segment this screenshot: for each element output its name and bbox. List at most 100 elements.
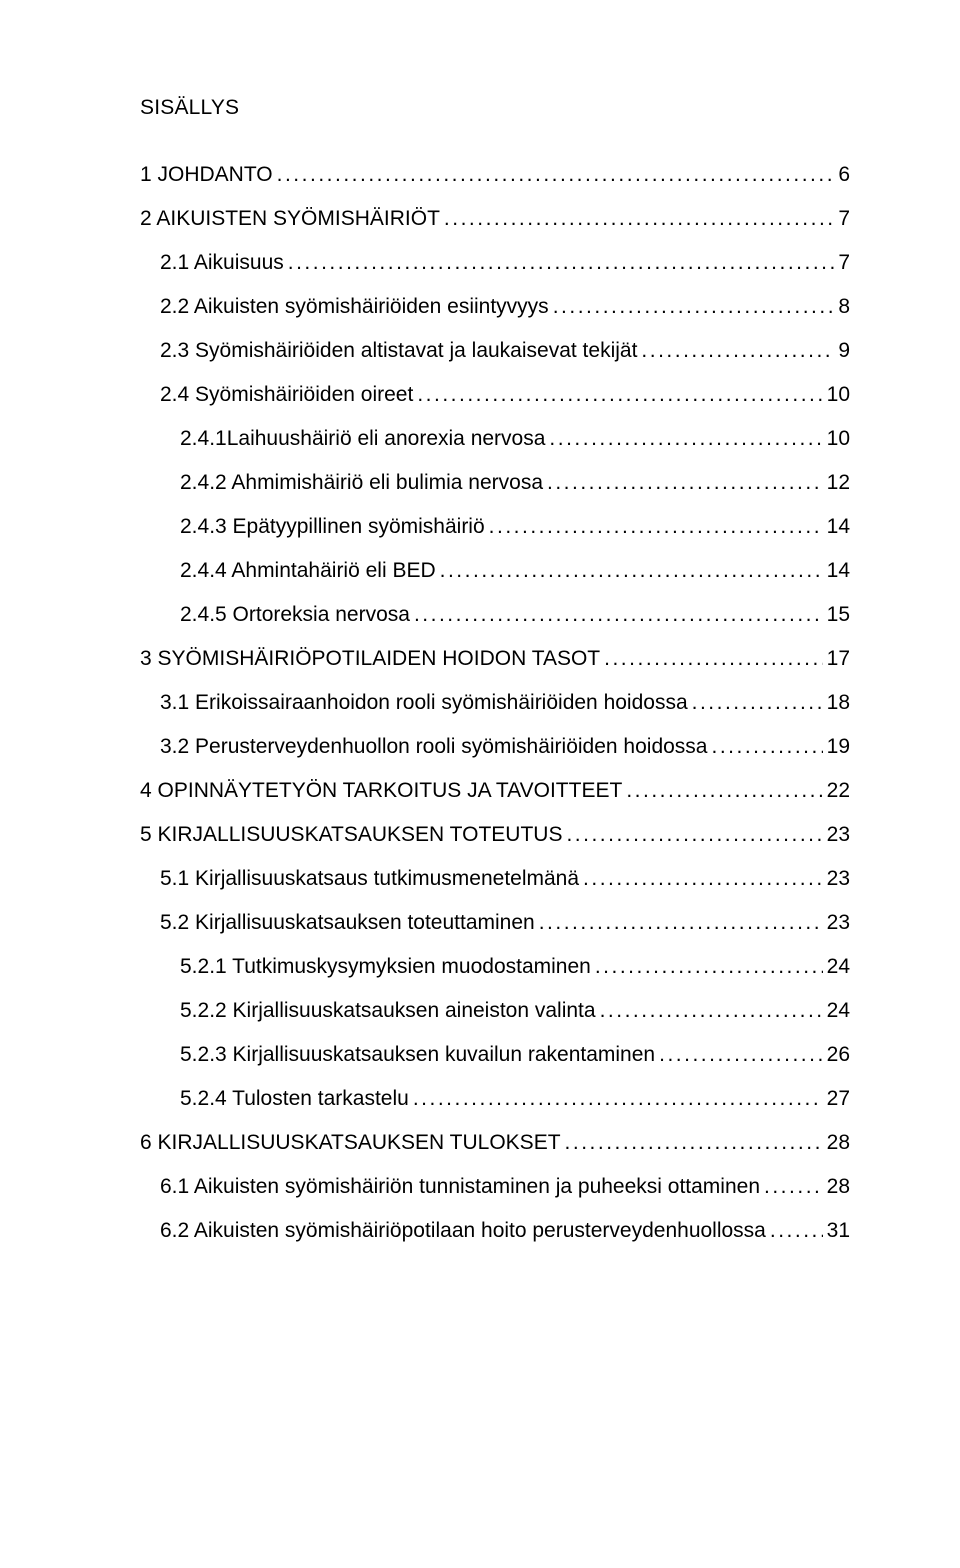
toc-entry: 5.1 Kirjallisuuskatsaus tutkimusmenetelm… bbox=[140, 868, 850, 889]
toc-entry-label: 5.2.1 Tutkimuskysymyksien muodostaminen bbox=[180, 956, 591, 977]
toc-leader-dots bbox=[604, 648, 823, 669]
toc-entry: 2.4.2 Ahmimishäiriö eli bulimia nervosa 1… bbox=[140, 472, 850, 493]
toc-entry: 2.4.1Laihuushäiriö eli anorexia nervosa 1… bbox=[140, 428, 850, 449]
toc-entry-label: 5.1 Kirjallisuuskatsaus tutkimusmenetelm… bbox=[160, 868, 579, 889]
toc-entry-label: 2.4.1Laihuushäiriö eli anorexia nervosa bbox=[180, 428, 545, 449]
toc-entry-page: 26 bbox=[827, 1044, 850, 1065]
toc-leader-dots bbox=[692, 692, 823, 713]
toc-leader-dots bbox=[440, 560, 823, 581]
toc-entry: 2.4.5 Ortoreksia nervosa 15 bbox=[140, 604, 850, 625]
toc-entry-label: 5.2 Kirjallisuuskatsauksen toteuttaminen bbox=[160, 912, 535, 933]
toc-entry-page: 6 bbox=[838, 164, 850, 185]
toc-leader-dots bbox=[626, 780, 822, 801]
toc-entry: 2.4.3 Epätyypillinen syömishäiriö 14 bbox=[140, 516, 850, 537]
toc-leader-dots bbox=[277, 164, 835, 185]
toc-entry-page: 10 bbox=[827, 384, 850, 405]
toc-entry-page: 12 bbox=[827, 472, 850, 493]
toc-entry-label: 5.2.3 Kirjallisuuskatsauksen kuvailun ra… bbox=[180, 1044, 655, 1065]
toc-leader-dots bbox=[553, 296, 835, 317]
toc-entry-page: 24 bbox=[827, 956, 850, 977]
toc-leader-dots bbox=[539, 912, 823, 933]
toc-entry: 1 JOHDANTO 6 bbox=[140, 164, 850, 185]
toc-entry-label: 5.2.2 Kirjallisuuskatsauksen aineiston v… bbox=[180, 1000, 596, 1021]
toc-leader-dots bbox=[764, 1176, 823, 1197]
toc-entry-page: 19 bbox=[827, 736, 850, 757]
toc-title: SISÄLLYS bbox=[140, 96, 850, 120]
toc-entry-page: 14 bbox=[827, 560, 850, 581]
toc-entry-page: 8 bbox=[838, 296, 850, 317]
toc-leader-dots bbox=[641, 340, 834, 361]
toc-leader-dots bbox=[659, 1044, 823, 1065]
toc-entry-label: 2.4.3 Epätyypillinen syömishäiriö bbox=[180, 516, 485, 537]
toc-leader-dots bbox=[565, 1132, 823, 1153]
toc-entry-page: 28 bbox=[827, 1132, 850, 1153]
toc-entry-page: 17 bbox=[827, 648, 850, 669]
toc-leader-dots bbox=[444, 208, 834, 229]
toc-entry-label: 2 AIKUISTEN SYÖMISHÄIRIÖT bbox=[140, 208, 440, 229]
toc-entry-page: 10 bbox=[827, 428, 850, 449]
toc-entry-page: 18 bbox=[827, 692, 850, 713]
toc-entry: 3.1 Erikoissairaanhoidon rooli syömishäi… bbox=[140, 692, 850, 713]
toc-entry-label: 2.4.5 Ortoreksia nervosa bbox=[180, 604, 410, 625]
toc-entry-page: 23 bbox=[827, 912, 850, 933]
toc-entry-page: 27 bbox=[827, 1088, 850, 1109]
toc-entry: 5.2.4 Tulosten tarkastelu 27 bbox=[140, 1088, 850, 1109]
toc-leader-dots bbox=[547, 472, 823, 493]
toc-leader-dots bbox=[489, 516, 823, 537]
toc-entry: 6 KIRJALLISUUSKATSAUKSEN TULOKSET 28 bbox=[140, 1132, 850, 1153]
toc-entry: 4 OPINNÄYTETYÖN TARKOITUS JA TAVOITTEET2… bbox=[140, 780, 850, 801]
toc-entry-label: 3.1 Erikoissairaanhoidon rooli syömishäi… bbox=[160, 692, 688, 713]
toc-entry-page: 23 bbox=[827, 868, 850, 889]
toc-leader-dots bbox=[712, 736, 823, 757]
toc-entry: 5.2.3 Kirjallisuuskatsauksen kuvailun ra… bbox=[140, 1044, 850, 1065]
toc-entry-label: 2.1 Aikuisuus bbox=[160, 252, 284, 273]
toc-entry-page: 9 bbox=[838, 340, 850, 361]
toc-entry-label: 5.2.4 Tulosten tarkastelu bbox=[180, 1088, 409, 1109]
toc-entry-page: 23 bbox=[827, 824, 850, 845]
toc-leader-dots bbox=[583, 868, 823, 889]
toc-leader-dots bbox=[417, 384, 822, 405]
toc-entry-page: 14 bbox=[827, 516, 850, 537]
toc-entry: 5 KIRJALLISUUSKATSAUKSEN TOTEUTUS 23 bbox=[140, 824, 850, 845]
toc-entry-label: 2.4.4 Ahmintahäiriö eli BED bbox=[180, 560, 436, 581]
toc-entry: 3.2 Perusterveydenhuollon rooli syömishä… bbox=[140, 736, 850, 757]
toc-leader-dots bbox=[770, 1220, 823, 1241]
toc-entry: 2.1 Aikuisuus 7 bbox=[140, 252, 850, 273]
toc-entry-label: 5 KIRJALLISUUSKATSAUKSEN TOTEUTUS bbox=[140, 824, 562, 845]
toc-leader-dots bbox=[566, 824, 822, 845]
toc-entry-page: 28 bbox=[827, 1176, 850, 1197]
toc-list: 1 JOHDANTO62 AIKUISTEN SYÖMISHÄIRIÖT72.1… bbox=[140, 164, 850, 1241]
toc-entry: 6.2 Aikuisten syömishäiriöpotilaan hoito… bbox=[140, 1220, 850, 1241]
toc-entry: 2 AIKUISTEN SYÖMISHÄIRIÖT7 bbox=[140, 208, 850, 229]
toc-leader-dots bbox=[413, 1088, 823, 1109]
toc-entry: 2.3 Syömishäiriöiden altistavat ja lauka… bbox=[140, 340, 850, 361]
toc-entry-page: 7 bbox=[838, 252, 850, 273]
toc-entry-label: 6.2 Aikuisten syömishäiriöpotilaan hoito… bbox=[160, 1220, 766, 1241]
toc-leader-dots bbox=[549, 428, 822, 449]
toc-entry-page: 31 bbox=[827, 1220, 850, 1241]
toc-entry-label: 2.4 Syömishäiriöiden oireet bbox=[160, 384, 413, 405]
toc-entry-label: 1 JOHDANTO bbox=[140, 164, 273, 185]
toc-leader-dots bbox=[288, 252, 835, 273]
toc-entry: 5.2 Kirjallisuuskatsauksen toteuttaminen… bbox=[140, 912, 850, 933]
toc-entry-label: 2.2 Aikuisten syömishäiriöiden esiintyvy… bbox=[160, 296, 549, 317]
toc-leader-dots bbox=[595, 956, 823, 977]
toc-entry: 2.2 Aikuisten syömishäiriöiden esiintyvy… bbox=[140, 296, 850, 317]
toc-entry: 3 SYÖMISHÄIRIÖPOTILAIDEN HOIDON TASOT 17 bbox=[140, 648, 850, 669]
toc-entry-label: 2.3 Syömishäiriöiden altistavat ja lauka… bbox=[160, 340, 637, 361]
toc-entry-page: 22 bbox=[827, 780, 850, 801]
toc-entry-page: 24 bbox=[827, 1000, 850, 1021]
toc-leader-dots bbox=[414, 604, 823, 625]
toc-entry: 6.1 Aikuisten syömishäiriön tunnistamine… bbox=[140, 1176, 850, 1197]
toc-entry-label: 6 KIRJALLISUUSKATSAUKSEN TULOKSET bbox=[140, 1132, 561, 1153]
toc-entry-label: 3 SYÖMISHÄIRIÖPOTILAIDEN HOIDON TASOT bbox=[140, 648, 600, 669]
toc-entry-label: 2.4.2 Ahmimishäiriö eli bulimia nervosa bbox=[180, 472, 543, 493]
toc-entry-label: 3.2 Perusterveydenhuollon rooli syömishä… bbox=[160, 736, 708, 757]
toc-entry-label: 6.1 Aikuisten syömishäiriön tunnistamine… bbox=[160, 1176, 760, 1197]
page-container: SISÄLLYS 1 JOHDANTO 6 2 AIKUISTEN SYÖMISHÄ… bbox=[0, 0, 960, 1568]
toc-entry: 2.4.4 Ahmintahäiriö eli BED 14 bbox=[140, 560, 850, 581]
toc-entry: 5.2.2 Kirjallisuuskatsauksen aineiston v… bbox=[140, 1000, 850, 1021]
toc-leader-dots bbox=[600, 1000, 823, 1021]
toc-entry-page: 15 bbox=[827, 604, 850, 625]
toc-entry: 2.4 Syömishäiriöiden oireet 10 bbox=[140, 384, 850, 405]
